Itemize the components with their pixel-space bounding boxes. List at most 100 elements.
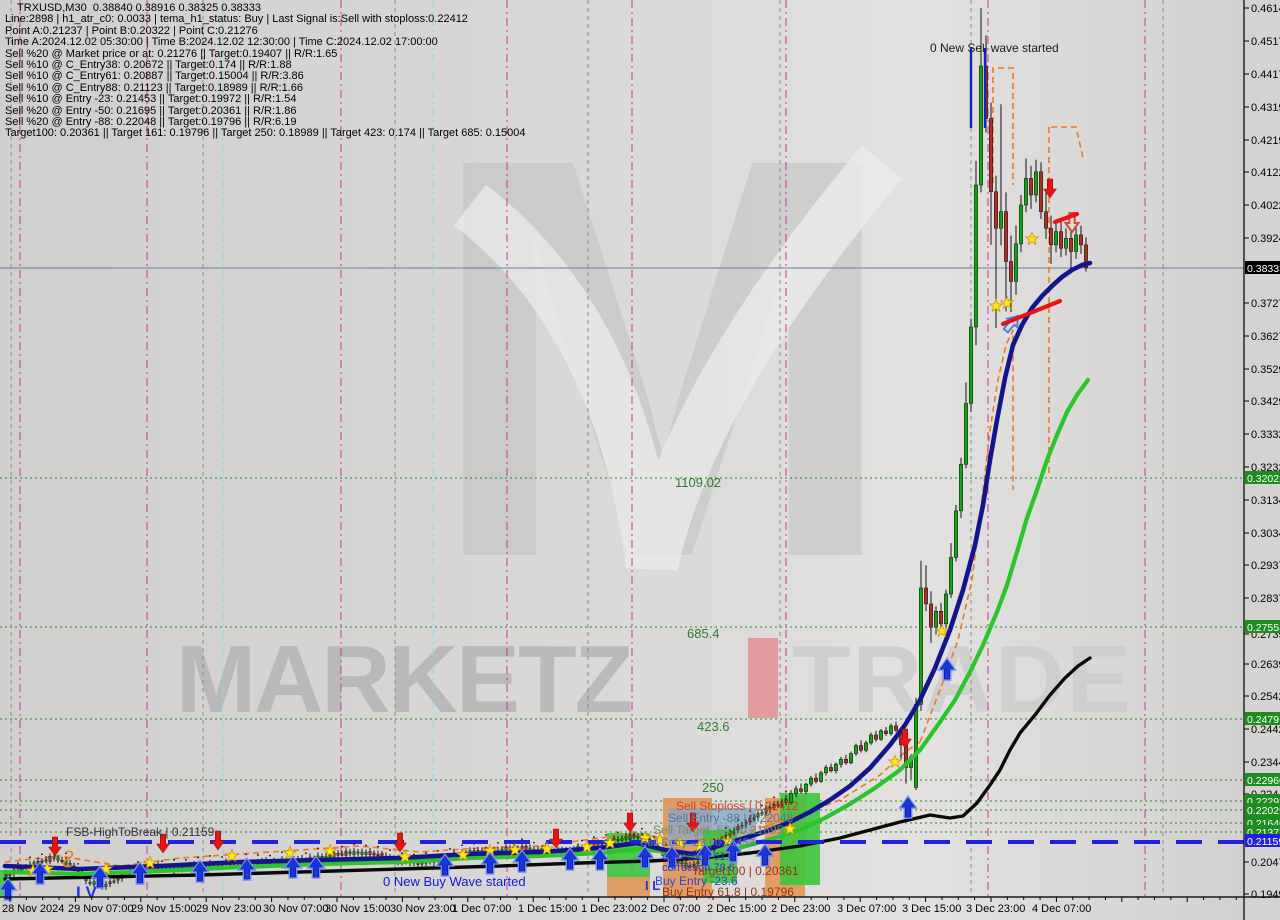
zone-label: correction 61.8 — [662, 851, 735, 863]
price-level-badge-label: 0.21159 — [1247, 836, 1280, 848]
star-signal-icon — [507, 842, 523, 857]
zone-label: Sell Stoploss | 0.22412 — [676, 799, 799, 813]
candle-body — [1079, 234, 1083, 246]
star-signal-icon — [282, 845, 298, 860]
atr-trail — [1051, 126, 1084, 159]
star-signal-icon — [539, 841, 555, 856]
candle-body — [624, 836, 628, 840]
price-level-badge-label: 0.24791 — [1247, 714, 1280, 726]
candle-body — [884, 730, 888, 734]
candle-body — [88, 881, 92, 884]
zone-label: Sell Entry -23 | 0.21453 — [640, 837, 755, 849]
candle-body — [680, 861, 684, 865]
candle-body — [68, 862, 72, 866]
hollow-sell-arrow-icon — [1063, 212, 1081, 234]
hollow-buy-arrow-icon — [1002, 314, 1020, 334]
candle-body — [736, 826, 740, 831]
candle-body — [1059, 231, 1063, 249]
candle-body — [934, 610, 938, 628]
candle-body — [688, 865, 692, 868]
candle-body — [839, 758, 843, 765]
time-tick-label: 2 Dec 15:00 — [707, 903, 766, 915]
star-signal-icon — [887, 754, 903, 769]
candle-body — [732, 830, 736, 833]
candle-body — [989, 118, 993, 192]
price-tick-label: 0.41220 — [1251, 167, 1280, 179]
fractal-dot — [641, 827, 643, 830]
watermark-text-left: MARKETZ — [176, 626, 631, 733]
price-level-badge — [1245, 620, 1280, 633]
time-tick-label: 30 Nov 07:00 — [263, 903, 328, 915]
candle-body — [60, 860, 64, 862]
buy-arrow-icon — [286, 857, 300, 878]
candle-body — [420, 862, 424, 865]
fractal-dot — [725, 827, 727, 829]
price-tick-label: 0.36270 — [1251, 331, 1280, 343]
buy-arrow-icon — [240, 859, 254, 880]
fractal-dot — [665, 843, 667, 846]
gridlines — [0, 0, 1244, 897]
fractal-dot — [65, 852, 67, 855]
sell-arrow-icon — [393, 832, 407, 853]
chart-info-panel: TRXUSD,M30 0.38840 0.38916 0.38325 0.383… — [5, 2, 526, 140]
star-signal-icon — [1024, 231, 1040, 246]
fractal-dot — [29, 856, 31, 859]
candle-body — [1014, 243, 1018, 282]
fractal-dot — [617, 831, 619, 834]
chart-info-line: Target100: 0.20361 || Target 161: 0.1979… — [5, 127, 526, 140]
buy-arrow-icon — [193, 861, 207, 882]
buy-arrow-icon — [593, 849, 607, 870]
candle-body — [864, 742, 868, 751]
fractal-dot — [377, 845, 379, 848]
fractal-dot — [173, 858, 175, 861]
buy-arrow-icon — [33, 863, 47, 884]
fractal-dot — [437, 849, 439, 852]
star-signal-icon — [652, 832, 668, 847]
fractal-dot — [77, 862, 79, 865]
fractal-dot — [785, 790, 787, 793]
sell-arrow-icon — [898, 728, 912, 749]
price-level-badge — [1245, 712, 1280, 725]
zone-label: Buy Entry -23.6 — [655, 874, 738, 888]
candle-body — [4, 874, 8, 877]
time-tick-label: 30 Nov 23:00 — [390, 903, 455, 915]
candle-body — [1074, 234, 1078, 252]
candle-body — [919, 587, 923, 705]
star-signal-icon — [322, 843, 338, 858]
fractal-dot — [389, 849, 391, 851]
candle-body — [854, 745, 858, 754]
price-level-badge-label: 0.27553 — [1247, 622, 1280, 634]
brand-watermark: MARKETZ TRADE — [176, 626, 1131, 733]
price-tick-label: 0.37270 — [1251, 298, 1280, 310]
candle-body — [360, 851, 364, 855]
fractal-dot — [449, 847, 451, 850]
chart-info-line: Sell %20 @ Entry -50: 0.21695 || Target:… — [5, 104, 297, 117]
candle-body — [869, 734, 873, 744]
candle-body — [56, 857, 60, 861]
time-tick-label: 3 Dec 15:00 — [902, 903, 961, 915]
fractal-dot — [461, 844, 463, 847]
buy-arrow-icon — [901, 797, 915, 818]
candle-body — [752, 817, 756, 820]
star-signal-icon — [782, 821, 798, 836]
buy-arrow-icon — [665, 847, 679, 868]
chart-info-line: Sell %20 @ Market price or at: 0.21276 |… — [5, 47, 338, 60]
price-level-badge — [1245, 834, 1280, 847]
candle-body — [112, 880, 116, 883]
candle-body — [40, 860, 44, 863]
candle-body — [814, 777, 818, 782]
star-signal-icon — [224, 848, 240, 863]
fractal-dot — [605, 834, 607, 836]
price-tick-label: 0.42195 — [1251, 135, 1280, 147]
candle-body — [760, 812, 764, 815]
candle-body — [979, 65, 983, 186]
signal-markers — [0, 48, 1081, 901]
star-signal-icon — [455, 847, 471, 862]
candle-body — [1034, 171, 1038, 196]
buy-wave-label: 0 New Buy Wave started — [383, 874, 526, 889]
candle-body — [348, 851, 352, 854]
candle-body — [728, 830, 732, 836]
candle-body — [1004, 211, 1008, 262]
buy-arrow-icon — [638, 847, 652, 868]
